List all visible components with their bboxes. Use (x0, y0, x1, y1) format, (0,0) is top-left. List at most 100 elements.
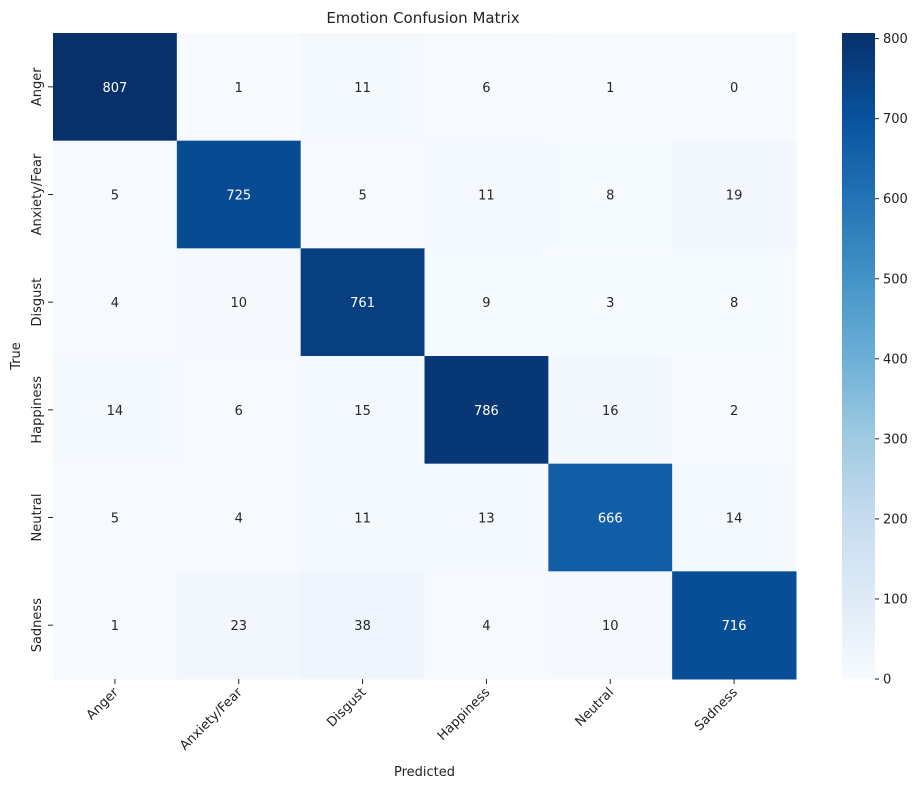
cell-value-label: 11 (354, 81, 371, 96)
heatmap-cell (424, 571, 549, 680)
colorbar-tick-label: 400 (883, 352, 908, 367)
x-axis-label: Predicted (394, 765, 455, 780)
heatmap-cell (424, 356, 549, 465)
heatmap-cell (300, 33, 425, 142)
y-axis-ticks: Anger Anxiety/Fear Disgust Happiness Neutral… (30, 67, 53, 652)
heatmap-cell (176, 248, 302, 357)
x-tick-label: Disgust (324, 685, 369, 730)
cell-value-label: 4 (482, 619, 490, 634)
y-axis-label: True (9, 342, 24, 371)
heatmap-cell (672, 356, 797, 465)
heatmap-cell (53, 356, 178, 465)
colorbar-tick-label: 600 (883, 192, 908, 207)
cell-value-label: 16 (602, 404, 619, 419)
colorbar-tick-label: 200 (883, 512, 908, 527)
x-axis-ticks: Anger Anxiety/Fear Disgust Happiness Neutral… (84, 679, 741, 754)
colorbar-gradient (842, 33, 875, 679)
cell-value-label: 1 (606, 81, 614, 96)
heatmap-cell (300, 140, 425, 249)
cell-value-label: 725 (226, 189, 251, 204)
heatmap-cell (176, 356, 302, 465)
heatmap-cell (176, 33, 302, 142)
cell-value-label: 10 (602, 619, 619, 634)
cell-value-label: 1 (235, 81, 243, 96)
y-tick-label: Sadness (30, 598, 45, 652)
heatmap-cell (548, 571, 673, 680)
heatmap-cells: 807 1 11 6 1 05 725 5 11 8 194 10 761 9 3 814 6 15 786 16 25… (53, 33, 797, 680)
x-tick-label: Neutral (573, 685, 618, 730)
colorbar-tick-label: 800 (883, 32, 908, 47)
cell-value-label: 6 (235, 404, 243, 419)
heatmap-cell (548, 140, 673, 249)
cell-value-label: 3 (606, 296, 614, 311)
colorbar-tick-label: 0 (883, 673, 891, 688)
cell-value-label: 716 (722, 619, 747, 634)
heatmap-cell (548, 463, 673, 572)
heatmap-cell (300, 571, 425, 680)
cell-value-label: 8 (606, 189, 614, 204)
cell-value-label: 19 (726, 189, 743, 204)
cell-value-label: 4 (235, 512, 243, 527)
heatmap-cell (300, 356, 425, 465)
cell-value-label: 2 (730, 404, 738, 419)
heatmap-cell (672, 140, 797, 249)
cell-value-label: 38 (354, 619, 371, 634)
y-tick-label: Anger (30, 67, 45, 106)
cell-value-label: 13 (478, 512, 495, 527)
heatmap-cell (424, 140, 549, 249)
cell-value-label: 807 (103, 81, 128, 96)
heatmap-cell (300, 248, 425, 357)
cell-value-label: 1 (111, 619, 119, 634)
heatmap-cell (53, 571, 178, 680)
cell-value-label: 8 (730, 296, 738, 311)
y-tick-label: Anxiety/Fear (30, 153, 45, 235)
colorbar: 0 100 200 300 400 500 600 700 800 (842, 32, 908, 688)
cell-value-label: 761 (350, 296, 375, 311)
x-tick-label: Anxiety/Fear (177, 685, 246, 754)
heatmap-cell (300, 463, 425, 572)
cell-value-label: 14 (107, 404, 124, 419)
x-tick-label: Anger (84, 685, 122, 723)
heatmap-cell (548, 356, 673, 465)
cell-value-label: 10 (230, 296, 247, 311)
cell-value-label: 786 (474, 404, 499, 419)
heatmap-cell (53, 463, 178, 572)
colorbar-tick-label: 100 (883, 592, 908, 607)
heatmap-cell (176, 463, 302, 572)
heatmap-cell (424, 33, 549, 142)
cell-value-label: 15 (354, 404, 371, 419)
heatmap-cell (53, 33, 178, 142)
heatmap-cell (53, 248, 178, 357)
cell-value-label: 4 (111, 296, 119, 311)
heatmap-cell (672, 33, 797, 142)
x-tick-label: Sadness (692, 685, 741, 734)
cell-value-label: 5 (111, 512, 119, 527)
heatmap-cell (424, 248, 549, 357)
cell-value-label: 666 (598, 512, 623, 527)
cell-value-label: 23 (230, 619, 247, 634)
heatmap-cell (672, 248, 797, 357)
heatmap-cell (548, 33, 673, 142)
heatmap-cell (548, 248, 673, 357)
cell-value-label: 5 (358, 189, 366, 204)
heatmap-cell (176, 140, 302, 249)
y-tick-label: Happiness (30, 376, 45, 444)
y-tick-label: Neutral (30, 494, 45, 542)
colorbar-tick-label: 700 (883, 112, 908, 127)
heatmap-cell (672, 571, 797, 680)
heatmap-cell (424, 463, 549, 572)
heatmap-cell (672, 463, 797, 572)
cell-value-label: 6 (482, 81, 490, 96)
colorbar-tick-label: 300 (883, 432, 908, 447)
cell-value-label: 11 (354, 512, 371, 527)
cell-value-label: 14 (726, 512, 743, 527)
chart-title: Emotion Confusion Matrix (326, 9, 519, 27)
cell-value-label: 5 (111, 189, 119, 204)
cell-value-label: 0 (730, 81, 738, 96)
y-tick-label: Disgust (30, 278, 45, 327)
cell-value-label: 9 (482, 296, 490, 311)
heatmap-cell (53, 140, 178, 249)
x-tick-label: Happiness (435, 685, 494, 744)
